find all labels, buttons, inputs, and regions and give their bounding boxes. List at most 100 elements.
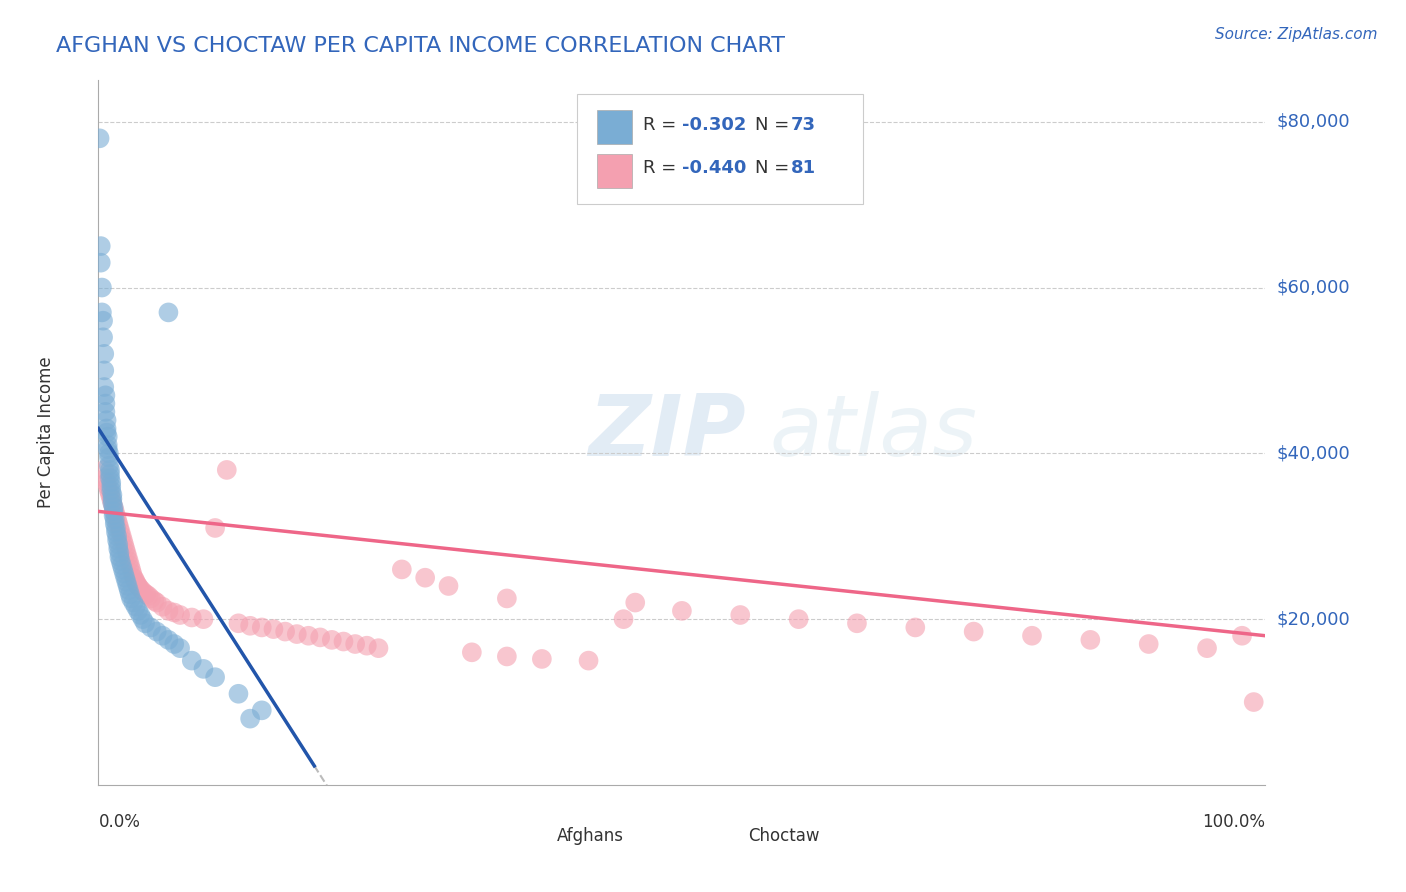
Text: R =: R = bbox=[644, 160, 682, 178]
Point bbox=[94, 388, 117, 402]
Point bbox=[228, 687, 250, 701]
Point bbox=[108, 549, 131, 564]
Point bbox=[107, 541, 129, 556]
Point bbox=[101, 491, 124, 506]
Point bbox=[215, 463, 238, 477]
Point bbox=[127, 579, 149, 593]
Point bbox=[103, 500, 125, 515]
Point bbox=[204, 670, 226, 684]
Point bbox=[96, 421, 118, 435]
Point bbox=[332, 634, 354, 648]
Point bbox=[262, 622, 284, 636]
Point bbox=[239, 619, 262, 633]
Point bbox=[90, 239, 112, 253]
Bar bbox=[596, 110, 631, 144]
Point bbox=[129, 607, 152, 622]
Point bbox=[105, 533, 128, 548]
Point bbox=[97, 446, 120, 460]
Point bbox=[120, 562, 142, 576]
Point bbox=[89, 131, 111, 145]
Text: N =: N = bbox=[755, 160, 796, 178]
Point bbox=[461, 645, 484, 659]
Text: N =: N = bbox=[755, 116, 796, 134]
Point bbox=[90, 305, 112, 319]
Point bbox=[138, 589, 160, 603]
Bar bbox=[706, 825, 738, 845]
Point bbox=[114, 541, 136, 556]
Point bbox=[97, 483, 120, 498]
Point bbox=[285, 627, 308, 641]
Point bbox=[131, 583, 153, 598]
Point bbox=[193, 612, 215, 626]
Point bbox=[121, 566, 143, 581]
Point bbox=[118, 558, 141, 573]
Point bbox=[107, 516, 129, 531]
Point bbox=[104, 504, 127, 518]
Point bbox=[135, 587, 157, 601]
Point bbox=[146, 624, 169, 639]
Text: R =: R = bbox=[644, 116, 682, 134]
Point bbox=[97, 479, 120, 493]
Point bbox=[104, 516, 127, 531]
Point bbox=[110, 525, 132, 540]
Point bbox=[97, 450, 120, 465]
Point bbox=[108, 546, 131, 560]
Point bbox=[90, 280, 112, 294]
Point bbox=[96, 475, 118, 490]
Point bbox=[118, 554, 141, 568]
Point bbox=[122, 571, 145, 585]
Point bbox=[143, 594, 166, 608]
Point bbox=[90, 255, 112, 269]
Point bbox=[105, 513, 128, 527]
Point bbox=[787, 612, 810, 626]
Text: Per Capita Income: Per Capita Income bbox=[37, 357, 55, 508]
Point bbox=[239, 712, 262, 726]
Point bbox=[101, 496, 124, 510]
Point bbox=[104, 525, 127, 540]
Point bbox=[163, 606, 186, 620]
Point bbox=[98, 467, 121, 481]
Point bbox=[115, 574, 138, 589]
Point bbox=[962, 624, 984, 639]
Point bbox=[111, 562, 134, 576]
Text: $40,000: $40,000 bbox=[1277, 444, 1350, 462]
Point bbox=[100, 491, 122, 506]
Text: -0.440: -0.440 bbox=[682, 160, 747, 178]
Point bbox=[367, 641, 389, 656]
Point bbox=[132, 612, 155, 626]
Point bbox=[112, 537, 135, 551]
Point bbox=[111, 529, 134, 543]
Point bbox=[530, 652, 553, 666]
Point bbox=[117, 549, 139, 564]
Point bbox=[128, 581, 150, 595]
Point bbox=[321, 632, 343, 647]
Text: $60,000: $60,000 bbox=[1277, 278, 1350, 296]
Point bbox=[1021, 629, 1043, 643]
Point bbox=[134, 616, 156, 631]
Text: AFGHAN VS CHOCTAW PER CAPITA INCOME CORRELATION CHART: AFGHAN VS CHOCTAW PER CAPITA INCOME CORR… bbox=[56, 36, 785, 55]
Point bbox=[127, 604, 149, 618]
Point bbox=[904, 620, 927, 634]
Point bbox=[97, 442, 120, 457]
Point bbox=[118, 583, 141, 598]
Point bbox=[169, 607, 191, 622]
Point bbox=[163, 637, 186, 651]
Text: 100.0%: 100.0% bbox=[1202, 814, 1265, 831]
Text: atlas: atlas bbox=[769, 391, 977, 475]
Point bbox=[125, 574, 148, 589]
Point bbox=[613, 612, 636, 626]
Point bbox=[91, 314, 114, 328]
Point bbox=[624, 596, 647, 610]
Point bbox=[105, 529, 128, 543]
Point bbox=[391, 562, 413, 576]
Text: Choctaw: Choctaw bbox=[748, 827, 820, 845]
Point bbox=[139, 620, 162, 634]
FancyBboxPatch shape bbox=[576, 95, 863, 203]
Point bbox=[103, 504, 125, 518]
Point bbox=[100, 483, 122, 498]
Text: ZIP: ZIP bbox=[589, 391, 747, 475]
Point bbox=[115, 546, 138, 560]
Text: $20,000: $20,000 bbox=[1277, 610, 1350, 628]
Point bbox=[125, 577, 148, 591]
Point bbox=[104, 521, 127, 535]
